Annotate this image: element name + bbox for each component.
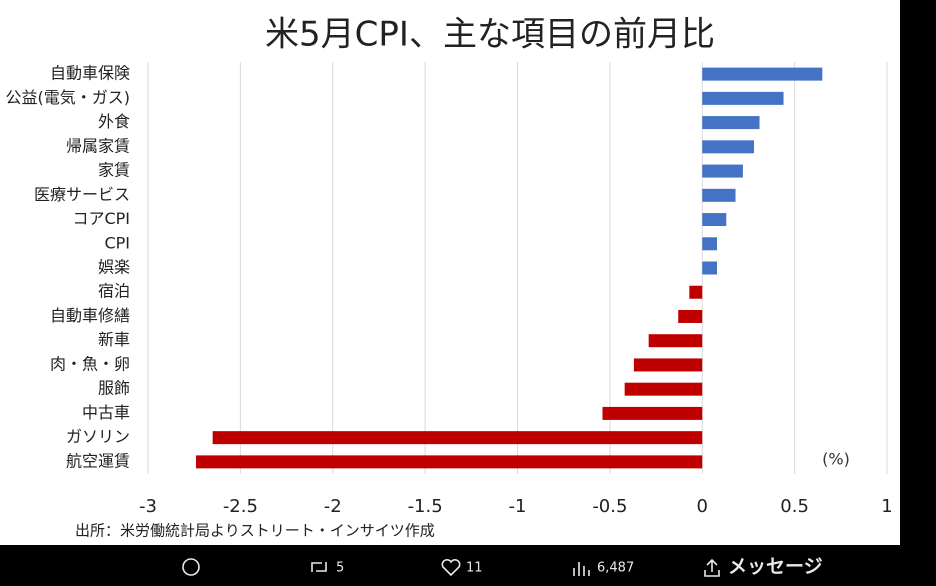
bar xyxy=(702,188,736,202)
bar xyxy=(648,334,703,348)
bar xyxy=(602,406,703,420)
share-icon xyxy=(704,558,720,577)
source-note: 出所：米労働統計局よりストリート・インサイツ作成 xyxy=(75,522,435,540)
category-label: 自動車保険 xyxy=(50,64,130,83)
like-icon xyxy=(441,558,461,577)
x-tick-label: 1 xyxy=(881,496,892,517)
x-tick-label: -2 xyxy=(324,496,342,517)
bar xyxy=(702,237,718,251)
category-label: 肉・魚・卵 xyxy=(50,354,130,373)
retweet-button[interactable]: 5 xyxy=(311,561,344,576)
bar xyxy=(702,91,784,105)
retweet-count: 5 xyxy=(336,561,344,576)
category-label: 航空運賃 xyxy=(66,451,130,470)
retweet-icon xyxy=(311,562,327,572)
category-label: 宿泊 xyxy=(98,282,130,301)
category-label: 服飾 xyxy=(98,379,130,398)
category-label: 中古車 xyxy=(82,403,130,422)
bar xyxy=(196,455,703,469)
chart-background xyxy=(0,0,900,545)
x-tick-label: -2.5 xyxy=(223,496,258,517)
like-button[interactable]: 11 xyxy=(441,558,483,577)
bar xyxy=(702,116,760,130)
reply-icon xyxy=(182,558,200,576)
category-label: コアCPI xyxy=(72,209,130,228)
bar xyxy=(633,358,703,372)
share-button[interactable]: メッセージ xyxy=(704,556,823,578)
x-tick-label: 0.5 xyxy=(780,496,809,517)
views-icon xyxy=(573,562,590,576)
category-label: 新車 xyxy=(98,330,130,349)
chart-title: 米5月CPI、主な項目の前月比 xyxy=(265,15,715,55)
category-label: 公益(電気・ガス) xyxy=(6,88,131,107)
message-button[interactable]: メッセージ xyxy=(728,556,823,578)
bar xyxy=(624,382,703,396)
reply-button[interactable] xyxy=(182,558,200,576)
category-label: 自動車修繕 xyxy=(50,306,130,325)
category-label: ガソリン xyxy=(66,427,130,446)
x-tick-label: -0.5 xyxy=(592,496,627,517)
category-label: 帰属家賃 xyxy=(66,136,130,155)
category-label: 外食 xyxy=(98,112,130,131)
unit-label: (%) xyxy=(822,450,850,469)
x-tick-label: -1 xyxy=(509,496,527,517)
bar xyxy=(702,67,823,81)
bar xyxy=(678,309,703,323)
bar xyxy=(689,285,703,299)
bar xyxy=(702,164,743,178)
x-tick-label: -3 xyxy=(139,496,157,517)
category-label: 家賃 xyxy=(98,161,130,180)
category-label: CPI xyxy=(104,233,130,252)
bar xyxy=(212,431,703,445)
bar xyxy=(702,140,754,154)
like-count: 11 xyxy=(466,561,483,576)
bar xyxy=(702,213,727,227)
category-label: 医療サービス xyxy=(34,185,130,204)
x-tick-label: -1.5 xyxy=(408,496,443,517)
category-label: 娯楽 xyxy=(98,258,130,277)
x-tick-label: 0 xyxy=(697,496,708,517)
bar xyxy=(702,261,718,275)
views-count: 6,487 xyxy=(597,561,634,576)
views-button[interactable]: 6,487 xyxy=(573,561,634,577)
